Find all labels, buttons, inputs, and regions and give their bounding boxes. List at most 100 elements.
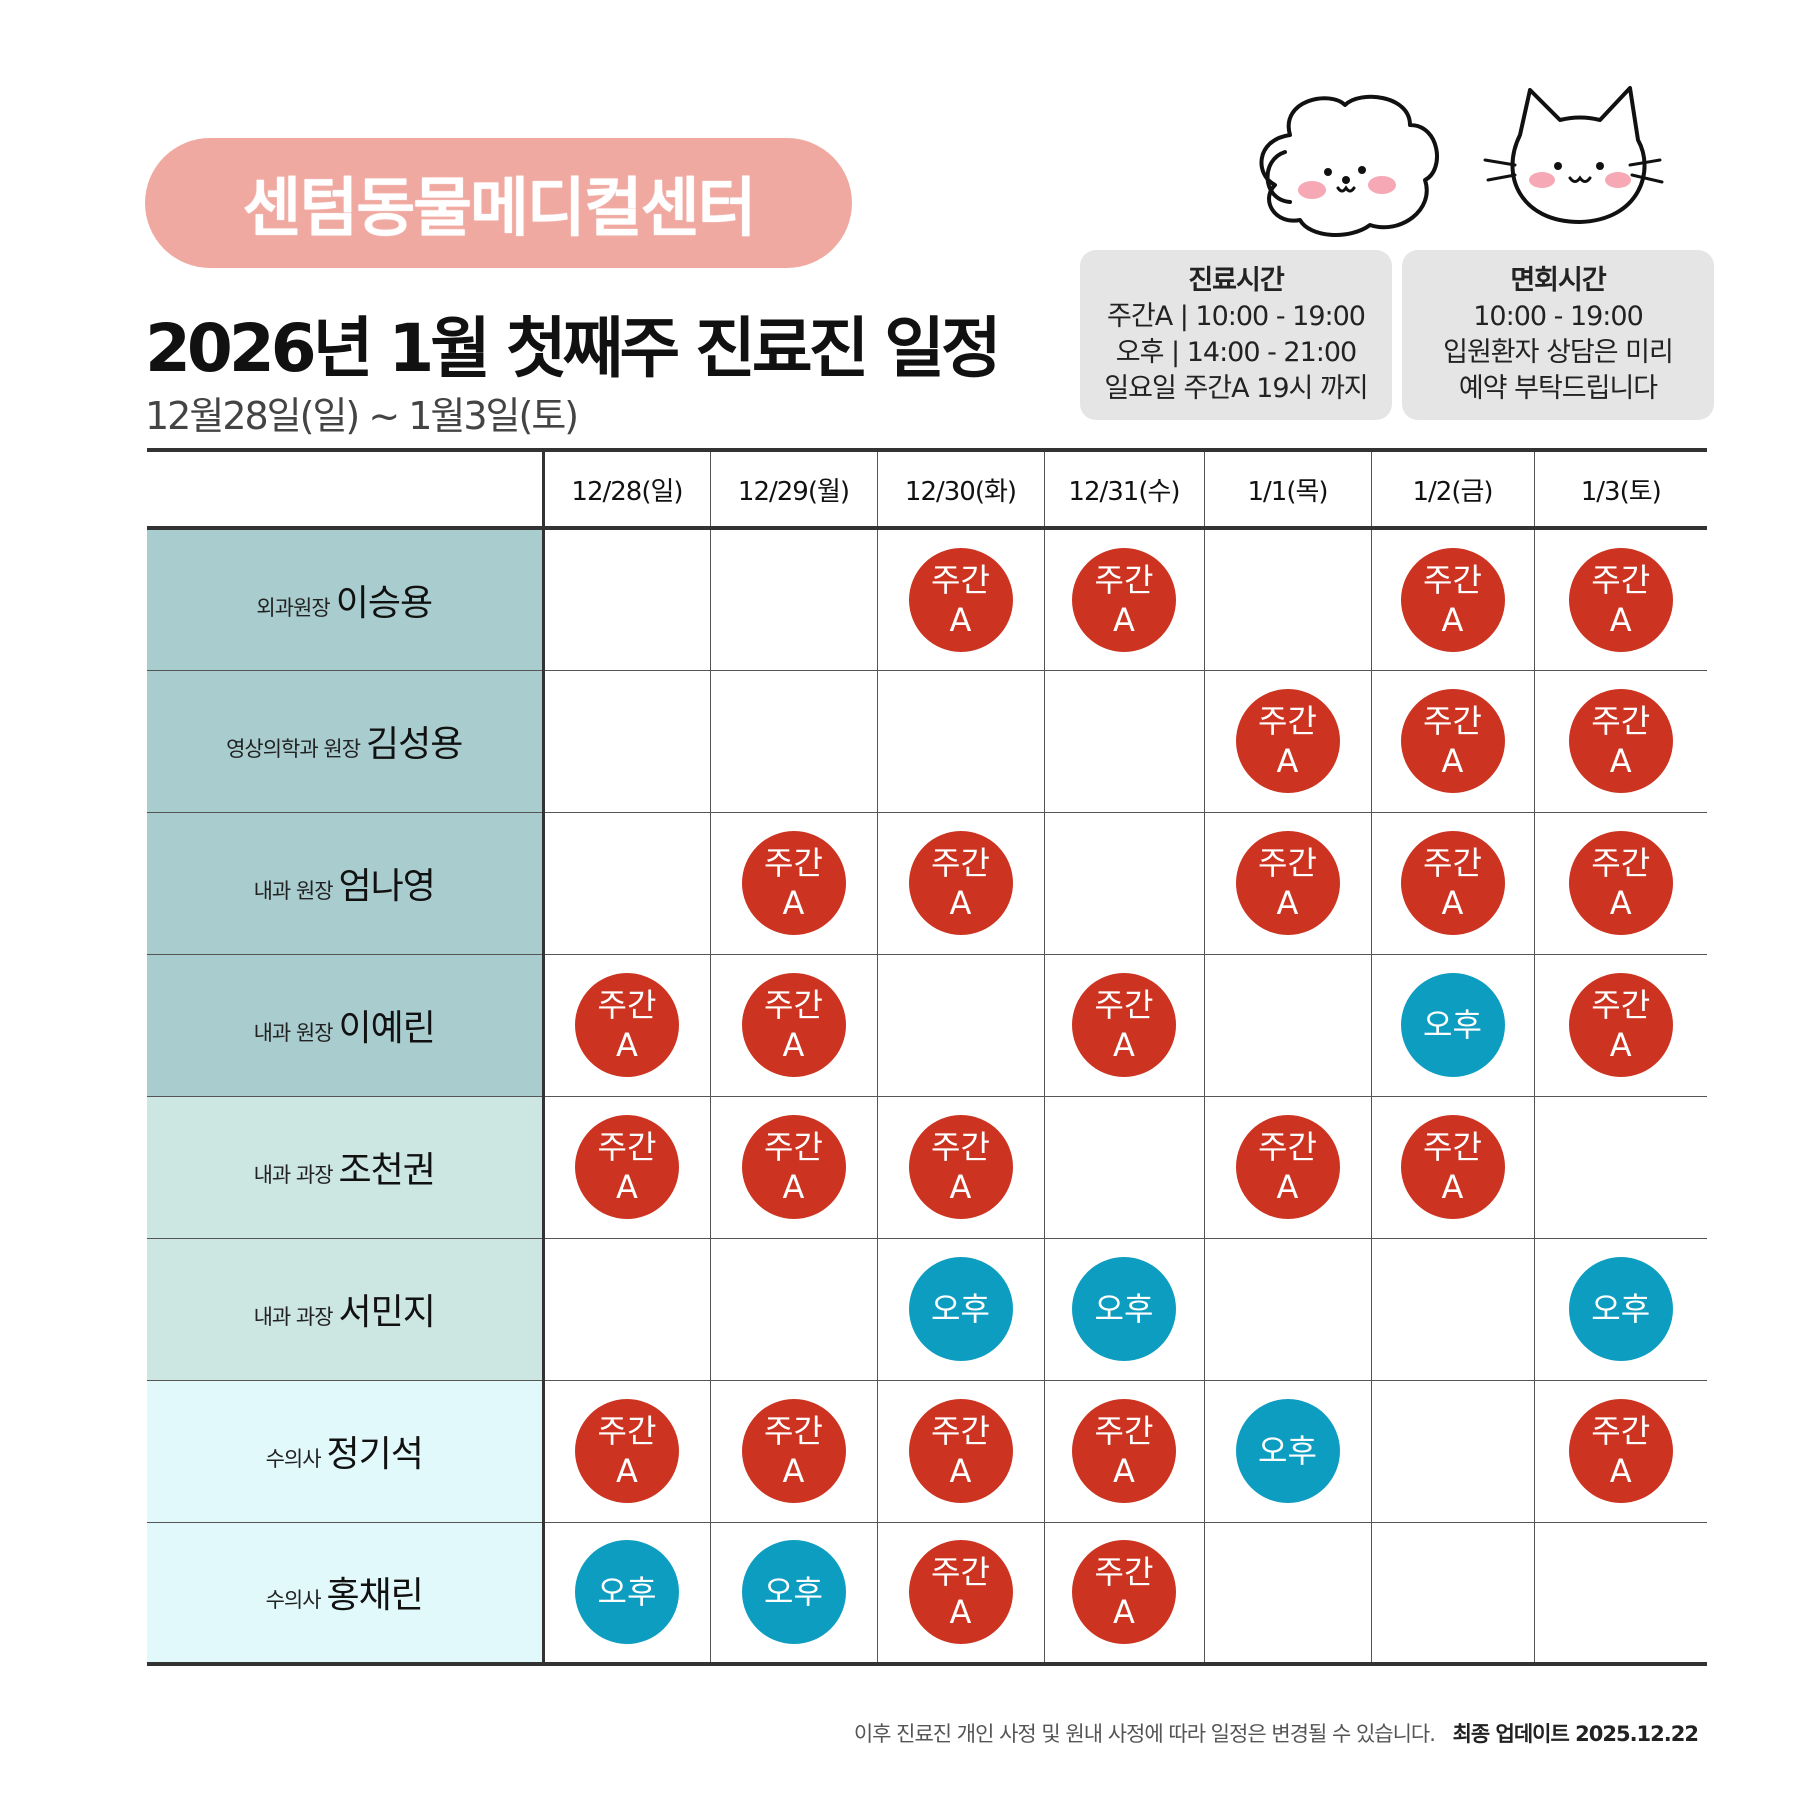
pm-shift-badge: 오후 [1072,1257,1176,1361]
badge-label: A [1113,600,1135,639]
doctor-row: 영상의학과 원장 김성용 주간 A 주간 A 주간 A [147,670,1707,813]
visit-hours-title: 면회시간 [1510,265,1606,296]
schedule-cell: 오후 [1533,1238,1707,1381]
badge-label: A [1113,1593,1135,1632]
pm-shift-badge: 오후 [1568,1257,1673,1361]
schedule-cell [542,528,710,671]
day-shift-badge: 주간 A [1400,689,1505,793]
day-shift-badge: 주간 A [1568,973,1673,1077]
schedule-table: 12/28(일) 12/29(월) 12/30(화) 12/31(수) 1/1(… [147,448,1707,1666]
day-shift-badge: 주간 A [741,1115,846,1219]
badge-label: 주간 [1591,1412,1651,1450]
doctor-name-cell: 내과 원장 엄나영 [147,812,545,955]
doctor-role: 내과 원장 [253,879,334,903]
badge-label: 주간 [764,844,823,882]
schedule-cell: 주간 A [1370,812,1534,955]
badge-label: 주간 [764,1412,823,1450]
badge-label: A [1441,600,1464,639]
schedule-cell: 오후 [1203,1380,1371,1523]
badge-label: 주간 [1094,986,1154,1024]
dog-mascot-icon [1259,94,1439,237]
schedule-cell [1043,812,1204,955]
doctor-name: 서민지 [338,1292,436,1333]
schedule-cell: 주간 A [1533,812,1707,955]
schedule-cell [709,528,877,671]
doctor-row: 수의사 홍채린 오후 오후 주간 A 주간 A [147,1522,1707,1666]
visit-hours-box: 면회시간 10:00 - 19:00 입원환자 상담은 미리 예약 부탁드립니다 [1402,250,1714,420]
center-name-pill: 센텀동물메디컬센터 [145,138,852,268]
header-corner [147,448,545,530]
day-shift-badge: 주간 A [1568,547,1673,652]
doctor-row: 외과원장 이승용 주간 A 주간 A 주간 A 주간 A [147,528,1707,671]
schedule-cell: 주간 A [542,954,710,1097]
day-shift-badge: 주간 A [1235,689,1340,793]
schedule-cell [709,1238,877,1381]
day-shift-badge: 주간 A [1400,831,1505,935]
badge-label: 주간 [764,986,823,1024]
badge-label: A [1609,1026,1632,1064]
badge-label: A [1609,600,1632,639]
doctor-name: 이예린 [338,1008,436,1049]
pm-shift-badge: 오후 [1400,973,1505,1077]
date-header: 1/1(목) [1203,448,1371,530]
day-shift-badge: 주간 A [575,1115,679,1219]
clinic-hours-line: 오후 | 14:00 - 21:00 [1115,337,1357,368]
badge-label: A [1276,1168,1299,1206]
badge-label: A [782,1452,805,1490]
badge-label: 주간 [1591,844,1651,882]
badge-label: 주간 [1591,702,1651,740]
doctor-role: 내과 원장 [253,1021,334,1045]
badge-label: 주간 [931,1128,990,1166]
schedule-cell: 오후 [876,1238,1044,1381]
visit-hours-line: 입원환자 상담은 미리 [1443,337,1674,368]
pm-shift-badge: 오후 [908,1257,1013,1361]
badge-label: 주간 [1094,560,1154,599]
schedule-cell [542,1238,710,1381]
day-shift-badge: 주간 A [741,973,846,1077]
badge-label: 주간 [1423,560,1482,599]
doctor-role: 영상의학과 원장 [226,737,361,761]
badge-label: 주간 [1094,1553,1154,1592]
schedule-cell: 주간 A [542,1096,710,1239]
badge-label: A [1113,1452,1135,1490]
day-shift-badge: 주간 A [908,1399,1013,1503]
doctor-name: 조천권 [338,1150,436,1191]
schedule-cell [542,670,710,813]
badge-label: A [782,884,805,922]
visit-hours-line: 10:00 - 19:00 [1473,301,1644,332]
badge-label: A [616,1026,638,1064]
schedule-cell [1203,954,1371,1097]
schedule-cell [1370,1380,1534,1523]
schedule-cell: 오후 [1043,1238,1204,1381]
schedule-cell: 주간 A [1533,1380,1707,1523]
date-header: 12/29(월) [709,448,877,530]
badge-label: A [782,1168,805,1206]
doctor-role: 내과 과장 [253,1305,334,1329]
badge-label: 오후 [931,1290,990,1328]
schedule-cell: 주간 A [876,1096,1044,1239]
badge-label: 주간 [597,1128,657,1166]
badge-label: 주간 [1258,1128,1317,1166]
center-name: 센텀동물메디컬센터 [242,172,757,246]
schedule-cell: 주간 A [1533,670,1707,813]
pm-shift-badge: 오후 [1235,1399,1340,1503]
schedule-cell [1043,670,1204,813]
day-shift-badge: 주간 A [1235,831,1340,935]
day-shift-badge: 주간 A [1072,547,1176,652]
badge-label: 오후 [1094,1290,1154,1328]
day-shift-badge: 주간 A [1568,689,1673,793]
date-header: 1/2(금) [1370,448,1534,530]
schedule-cell [1370,1522,1534,1666]
schedule-cell [1203,528,1371,671]
schedule-cell: 주간 A [1043,954,1204,1097]
date-header: 12/30(화) [876,448,1044,530]
badge-label: 주간 [1591,560,1651,599]
day-shift-badge: 주간 A [1072,1540,1176,1645]
schedule-cell: 주간 A [876,1380,1044,1523]
page-title: 2026년 1월 첫째주 진료진 일정 [145,310,1002,387]
day-shift-badge: 주간 A [908,1540,1013,1645]
badge-label: A [1276,742,1299,780]
badge-label: 주간 [1094,1412,1154,1450]
clinic-hours-box: 진료시간 주간A | 10:00 - 19:00 오후 | 14:00 - 21… [1080,250,1392,420]
schedule-cell: 주간 A [1203,670,1371,813]
